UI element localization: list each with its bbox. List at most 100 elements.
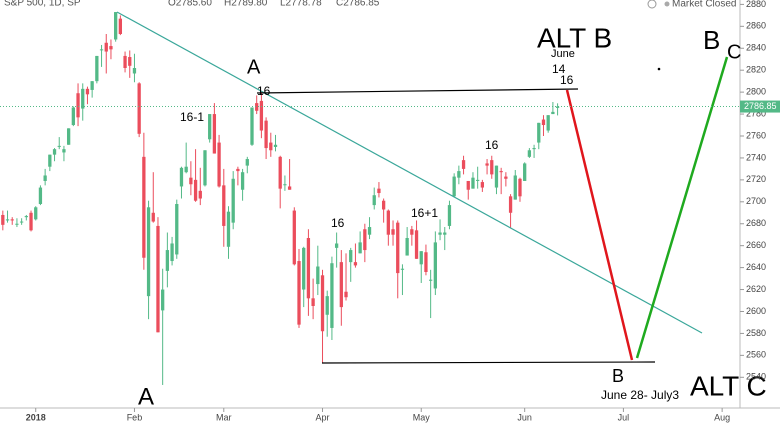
candle-body bbox=[320, 275, 325, 332]
candle-body bbox=[179, 167, 184, 187]
candle-body bbox=[278, 156, 282, 189]
candle-body bbox=[269, 142, 273, 151]
candle-body bbox=[137, 83, 141, 134]
candle-body bbox=[367, 227, 372, 235]
candle-body bbox=[292, 210, 296, 265]
candle-body bbox=[123, 55, 127, 68]
candle-body bbox=[447, 205, 452, 226]
wave-label: 16 bbox=[331, 216, 345, 230]
candle-body bbox=[19, 221, 24, 223]
x-tick-label: Jun bbox=[517, 412, 532, 422]
wave-label: 16-1 bbox=[180, 110, 204, 124]
candle-body bbox=[461, 160, 466, 169]
candle-body bbox=[24, 216, 28, 218]
candle-body bbox=[518, 178, 522, 197]
candle-body bbox=[198, 190, 202, 199]
wave-label: 16 bbox=[560, 73, 574, 87]
settings-icon[interactable] bbox=[647, 0, 657, 9]
status-dot bbox=[664, 1, 670, 7]
candle-body bbox=[48, 154, 52, 167]
y-tick-label: 2620 bbox=[746, 284, 766, 294]
candle-body bbox=[5, 219, 10, 221]
candle-body bbox=[62, 149, 66, 153]
candle-body bbox=[396, 222, 400, 274]
candle-body bbox=[118, 18, 123, 34]
candle-body bbox=[306, 238, 311, 299]
candle-body bbox=[208, 114, 212, 140]
candle-body bbox=[10, 219, 14, 221]
wave-label: A bbox=[247, 56, 261, 78]
candle-body bbox=[236, 168, 240, 172]
candle-body bbox=[156, 225, 160, 333]
candle-body bbox=[240, 172, 245, 190]
candle-body bbox=[203, 150, 207, 186]
candle-body bbox=[287, 186, 292, 190]
candle-body bbox=[494, 165, 499, 188]
candle-body bbox=[523, 163, 527, 181]
candle-body bbox=[132, 68, 137, 74]
wave-label: B bbox=[612, 366, 624, 386]
candle-body bbox=[452, 176, 456, 197]
candle-body bbox=[363, 229, 367, 251]
y-tick-label: 2560 bbox=[746, 350, 766, 360]
wave-label: B bbox=[703, 25, 720, 55]
candle-body bbox=[555, 106, 560, 108]
y-tick-label: 2840 bbox=[746, 43, 766, 53]
y-tick-label: 2660 bbox=[746, 240, 766, 250]
candle-body bbox=[344, 291, 348, 298]
candle-body bbox=[433, 242, 437, 289]
y-tick-label: 2740 bbox=[746, 152, 766, 162]
candle-body bbox=[311, 298, 315, 306]
candle-body bbox=[551, 111, 555, 115]
chart-title: S&P 500, 1D, SP bbox=[4, 0, 81, 9]
candle-body bbox=[128, 57, 132, 66]
candle-body bbox=[297, 261, 301, 325]
candle-body bbox=[231, 178, 235, 223]
trend-line bbox=[116, 11, 703, 334]
x-tick-label: Feb bbox=[127, 412, 143, 422]
projection-line bbox=[635, 56, 729, 359]
candle-body bbox=[508, 196, 513, 213]
wave-label: June bbox=[551, 48, 575, 60]
candle-body bbox=[264, 120, 268, 149]
candle-body bbox=[405, 238, 409, 256]
y-tick-label: 2720 bbox=[746, 174, 766, 184]
candle-body bbox=[381, 200, 386, 210]
y-tick-label: 2600 bbox=[746, 306, 766, 316]
candle-body bbox=[52, 149, 57, 155]
candle-body bbox=[151, 212, 155, 222]
y-tick-label: 2680 bbox=[746, 218, 766, 228]
y-tick-label: 2780 bbox=[746, 108, 766, 118]
candle-body bbox=[377, 188, 381, 194]
y-tick-label: 2760 bbox=[746, 130, 766, 140]
candle-body bbox=[34, 207, 38, 220]
candle-body bbox=[15, 223, 19, 225]
candle-body bbox=[29, 212, 33, 231]
dot bbox=[657, 67, 661, 71]
candle-body bbox=[226, 211, 231, 247]
candle-body bbox=[372, 195, 376, 206]
candle-body bbox=[302, 247, 306, 290]
candle-body bbox=[57, 145, 61, 147]
candle-body bbox=[476, 179, 480, 181]
candle-body bbox=[193, 179, 198, 201]
wave-label: June 28- July3 bbox=[601, 388, 679, 402]
candle-body bbox=[504, 176, 508, 179]
candle-body bbox=[283, 184, 287, 186]
candle-body bbox=[471, 177, 475, 189]
candle-body bbox=[43, 175, 47, 181]
candle-body bbox=[349, 250, 353, 263]
candle-body bbox=[259, 100, 264, 131]
x-tick-label: Apr bbox=[316, 412, 330, 422]
x-tick-label: Mar bbox=[216, 412, 232, 422]
candle-body bbox=[513, 175, 517, 200]
candle-body bbox=[429, 279, 433, 281]
candle-body bbox=[541, 119, 546, 126]
horizontal-line bbox=[321, 361, 656, 364]
candle-body bbox=[184, 166, 188, 173]
last-price-box bbox=[740, 100, 780, 113]
candle-body bbox=[104, 42, 108, 52]
candle-body bbox=[424, 252, 428, 272]
candle-body bbox=[330, 263, 334, 328]
